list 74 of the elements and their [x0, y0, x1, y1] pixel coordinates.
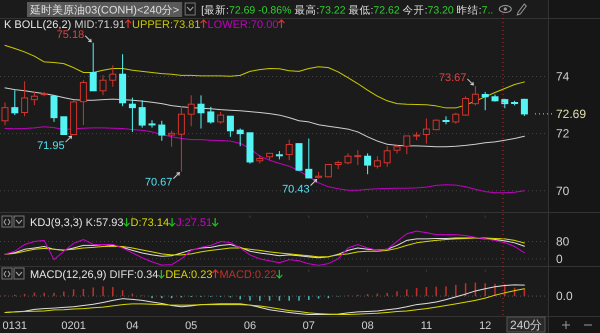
x-tick-label: 12: [479, 320, 492, 332]
candlestick: [482, 91, 489, 111]
candlestick: [90, 42, 97, 92]
annotation: 70.67: [144, 176, 172, 189]
candlestick: [178, 106, 185, 172]
candlestick: [158, 120, 166, 142]
text: MID:71.91: [74, 19, 126, 31]
annotation: 75.18: [56, 28, 84, 41]
annotation: 70.43: [282, 184, 310, 196]
x-tick-label: 0131: [2, 320, 28, 332]
y-tick-label: 70: [556, 184, 570, 198]
line-series: [4, 126, 525, 194]
candlestick: [354, 150, 362, 166]
candlestick: [344, 152, 352, 165]
series-label: DIFF:0.34: [109, 269, 158, 281]
candlestick: [138, 100, 146, 128]
legend-title: K BOLL(26,2): [4, 19, 74, 31]
chart-title: 延时美原油03(CONH)<240分>: [29, 4, 180, 16]
y-tick-label: 74: [556, 70, 570, 84]
y-tick-label: 72: [556, 126, 570, 141]
text: LOWER:70.00: [208, 19, 278, 31]
candlestick: [403, 135, 410, 155]
candlestick: [60, 116, 68, 135]
text: UPPER:73.81: [132, 19, 201, 31]
candlestick: [520, 98, 528, 116]
annotation: 71.95: [37, 140, 65, 152]
x-tick-label: 07: [302, 320, 315, 332]
series-label: K:57.93: [86, 217, 124, 229]
candlestick: [364, 152, 372, 175]
legend-title: KDJ(9,3,3): [30, 217, 86, 229]
candlestick: [305, 138, 312, 178]
series-label: D:73.14: [130, 217, 170, 229]
candlestick: [128, 97, 136, 132]
annotation: 73.67: [438, 72, 466, 84]
candlestick: [217, 111, 224, 124]
candlestick: [226, 116, 234, 138]
candlestick: [11, 90, 18, 116]
x-tick-label: 0201: [61, 320, 86, 332]
text: 240分: [510, 318, 542, 332]
candlestick: [422, 118, 430, 144]
series-label: MACD:0.22: [219, 269, 276, 281]
text: [最新:72.69 -0.86% 最高:73.22 最低:72.62 今开:73.20 昨结:7..: [201, 4, 494, 16]
ref-line-label: 72.69: [556, 106, 586, 121]
candlestick: [198, 94, 204, 129]
candlestick: [207, 106, 214, 124]
candlestick: [168, 130, 176, 148]
candlestick: [374, 156, 381, 169]
x-tick-label: 08: [361, 320, 374, 332]
candlestick: [50, 94, 58, 122]
candlestick: [188, 94, 195, 127]
x-tick-label: 11: [420, 320, 432, 332]
candlestick: [236, 128, 244, 147]
x-tick-label: 04: [126, 320, 139, 332]
candlestick: [80, 80, 87, 126]
candlestick: [21, 80, 28, 117]
candlestick: [472, 85, 479, 106]
text: DEA:0.23: [165, 269, 212, 281]
candlestick: [30, 91, 38, 106]
candlestick: [286, 139, 293, 161]
candlestick: [462, 96, 470, 116]
y-tick-label: 0: [556, 252, 563, 266]
candlestick: [452, 112, 460, 124]
candlestick: [394, 144, 400, 154]
legend-title: MACD(12,26,9): [30, 269, 110, 281]
candlestick: [100, 74, 106, 96]
x-tick-label: 06: [244, 320, 256, 332]
candlestick: [384, 146, 391, 168]
y-tick-label: 80: [556, 234, 570, 249]
ref-line-label: 0.0: [556, 289, 574, 304]
series-label: J:27.51: [176, 217, 212, 229]
x-tick-label: 05: [185, 320, 198, 332]
candlestick: [109, 64, 116, 88]
candlestick: [324, 164, 332, 178]
line-series: [4, 230, 525, 266]
